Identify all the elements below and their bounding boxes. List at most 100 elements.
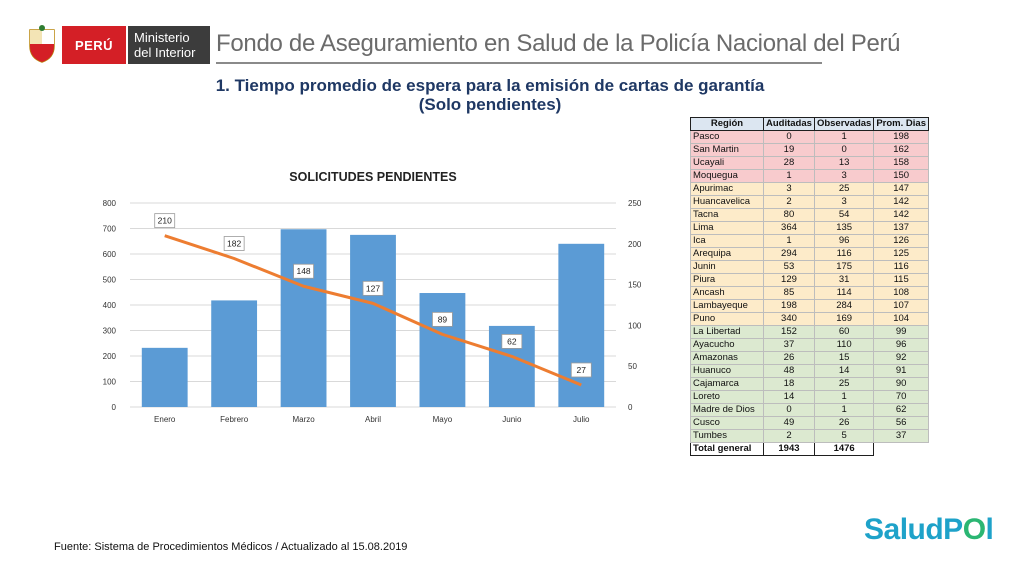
y-right-tick-label: 100 — [628, 321, 642, 330]
cell-prom-dias: 99 — [873, 325, 929, 339]
cell-auditadas: 19 — [763, 143, 815, 157]
cell-observadas: 1 — [813, 390, 875, 404]
logo-part-3: l — [985, 513, 994, 546]
cell-prom-dias: 96 — [873, 338, 929, 352]
cell-auditadas: 26 — [763, 351, 815, 365]
cell-observadas: 1 — [813, 403, 875, 417]
page-title-line-1: 1. Tiempo promedio de espera para la emi… — [215, 76, 765, 95]
cell-observadas: 135 — [813, 221, 875, 235]
x-tick-label: Marzo — [292, 415, 315, 424]
data-label-box — [570, 362, 592, 378]
total-empty-cell — [873, 442, 929, 456]
bar — [280, 229, 327, 407]
cell-observadas: 116 — [813, 247, 875, 261]
table-row: Ica 1 96 126 — [690, 234, 929, 248]
y-right-tick-label: 150 — [628, 281, 642, 290]
table-row: Piura 129 31 115 — [690, 273, 929, 287]
data-label-box — [432, 311, 453, 327]
table-row: Huancavelica 2 3 142 — [690, 195, 929, 209]
table-row: Lima 364 135 137 — [690, 221, 929, 235]
cell-prom-dias: 91 — [873, 364, 929, 378]
table-row: Ayacucho 37 110 96 — [690, 338, 929, 352]
cell-prom-dias: 126 — [873, 234, 929, 248]
ministry-line-2: del Interior — [134, 45, 196, 60]
x-tick-label: Febrero — [220, 415, 249, 424]
cell-region: Arequipa — [690, 247, 764, 261]
table-row: Arequipa 294 116 125 — [690, 247, 929, 261]
cell-prom-dias: 162 — [873, 143, 929, 157]
cell-region: Ica — [690, 234, 764, 248]
cell-region: Ayacucho — [690, 338, 764, 352]
cell-observadas: 5 — [813, 429, 875, 443]
table-row: San Martin 19 0 162 — [690, 143, 929, 157]
bar — [558, 243, 605, 407]
table-row: Cajamarca 18 25 90 — [690, 377, 929, 391]
cell-observadas: 15 — [813, 351, 875, 365]
logo-part-1: SaludP — [864, 513, 963, 546]
data-label-box — [223, 236, 245, 251]
saludpol-logo: SaludPOl — [864, 513, 994, 547]
cell-auditadas: 294 — [763, 247, 815, 261]
total-auditadas: 1943 — [763, 442, 815, 456]
line-series — [164, 234, 582, 387]
y-left-tick-label: 800 — [103, 199, 117, 208]
cell-auditadas: 85 — [763, 286, 815, 300]
cell-prom-dias: 142 — [873, 208, 929, 222]
header-divider — [216, 62, 822, 64]
cell-auditadas: 49 — [763, 416, 815, 430]
table-row: Madre de Dios 0 1 62 — [690, 403, 929, 417]
table-row: Moquegua 1 3 150 — [690, 169, 929, 183]
data-label: 210 — [158, 216, 172, 226]
cell-region: Junin — [690, 260, 764, 274]
cell-prom-dias: 37 — [873, 429, 929, 443]
y-right-tick-label: 250 — [628, 199, 642, 208]
cell-observadas: 60 — [813, 325, 875, 339]
cell-prom-dias: 62 — [873, 403, 929, 417]
cell-prom-dias: 108 — [873, 286, 929, 300]
region-table: Región Auditadas Observadas Prom. Dias P… — [690, 117, 929, 456]
cell-prom-dias: 137 — [873, 221, 929, 235]
cell-region: Lambayeque — [690, 299, 764, 313]
y-left-tick-label: 200 — [103, 352, 117, 361]
cell-observadas: 96 — [813, 234, 875, 248]
cell-observadas: 31 — [813, 273, 875, 287]
cell-region: San Martin — [690, 143, 764, 157]
cell-region: La Libertad — [690, 325, 764, 339]
y-left-tick-label: 0 — [112, 403, 117, 412]
cell-region: Cusco — [690, 416, 764, 430]
table-row: Cusco 49 26 56 — [690, 416, 929, 430]
cell-auditadas: 37 — [763, 338, 815, 352]
y-right-tick-label: 0 — [628, 403, 633, 412]
cell-prom-dias: 158 — [873, 156, 929, 170]
cell-prom-dias: 56 — [873, 416, 929, 430]
chart-container: SOLICITUDES PENDIENTES 0 100 200 300 400 500 60… — [88, 160, 648, 432]
cell-prom-dias: 150 — [873, 169, 929, 183]
cell-prom-dias: 107 — [873, 299, 929, 313]
table-row: Junin 53 175 116 — [690, 260, 929, 274]
y-left-tick-label: 400 — [103, 301, 117, 310]
cell-observadas: 110 — [813, 338, 875, 352]
cell-prom-dias: 115 — [873, 273, 929, 287]
data-label: 182 — [227, 238, 241, 248]
cell-region: Ucayali — [690, 156, 764, 170]
x-tick-label: Abril — [365, 415, 381, 424]
chart-title: SOLICITUDES PENDIENTES — [289, 170, 456, 184]
cell-prom-dias: 147 — [873, 182, 929, 196]
cell-region: Cajamarca — [690, 377, 764, 391]
table-row: Amazonas 26 15 92 — [690, 351, 929, 365]
cell-prom-dias: 70 — [873, 390, 929, 404]
cell-observadas: 169 — [813, 312, 875, 326]
cell-auditadas: 2 — [763, 429, 815, 443]
y-left-tick-label: 300 — [103, 327, 117, 336]
y-left-tick-label: 600 — [103, 250, 117, 259]
table-header-row: Región Auditadas Observadas Prom. Dias — [690, 117, 929, 131]
table-row: Tacna 80 54 142 — [690, 208, 929, 222]
cell-auditadas: 53 — [763, 260, 815, 274]
data-label-box — [154, 213, 176, 229]
bar — [350, 234, 396, 407]
cell-prom-dias: 116 — [873, 260, 929, 274]
header-prom-dias: Prom. Dias — [873, 117, 929, 131]
cell-auditadas: 48 — [763, 364, 815, 378]
cell-auditadas: 3 — [763, 182, 815, 196]
data-label: 27 — [577, 365, 587, 375]
